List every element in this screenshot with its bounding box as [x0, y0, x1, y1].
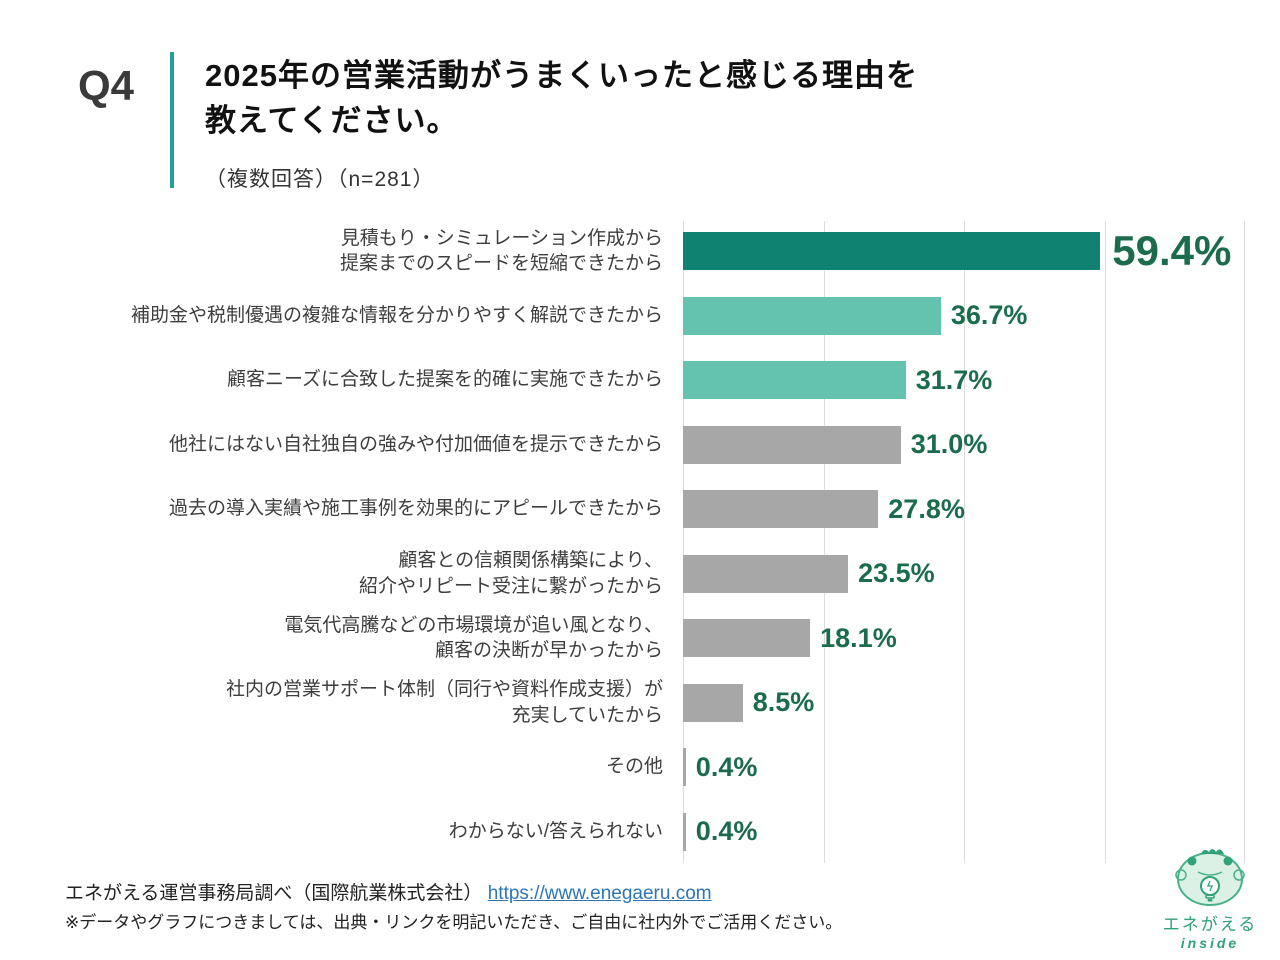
bar [683, 296, 941, 335]
bar-track: 0.4% [683, 735, 1245, 800]
page-title: 2025年の営業活動がうまくいったと感じる理由を 教えてください。 [205, 58, 918, 138]
bar [683, 490, 879, 529]
chart-row: 補助金や税制優遇の複雑な情報を分かりやすく解説できたから 36.7% [0, 284, 1245, 349]
bar [683, 619, 811, 658]
chart-rows: 見積もり・シミュレーション作成から 提案までのスピードを短縮できたから 59.4%… [0, 219, 1245, 864]
bar [683, 232, 1101, 271]
gridline [683, 221, 684, 863]
value-label: 31.0% [910, 429, 988, 460]
category-label: 補助金や税制優遇の複雑な情報を分かりやすく解説できたから [130, 304, 663, 326]
chart-row: 顧客との信頼関係構築により、 紹介やリピート受注に繋がったから 23.5% [0, 542, 1245, 607]
chart-row: その他 0.4% [0, 735, 1245, 800]
chart-gridlines [683, 221, 1245, 863]
bar-track: 31.7% [683, 348, 1245, 413]
value-label: 36.7% [950, 300, 1028, 331]
category-label: その他 [605, 756, 663, 778]
chart-row: わからない/答えられない 0.4% [0, 800, 1245, 865]
value-label: 23.5% [858, 558, 935, 589]
category-label: 社内の営業サポート体制（同行や資料作成支援）が 充実していたから [225, 679, 663, 726]
value-label: 0.4% [695, 751, 758, 782]
bar [683, 361, 906, 400]
source-line: エネがえる運営事務局調べ（国際航業株式会社） https://www.enega… [65, 879, 842, 909]
usage-note: ※データやグラフにつきましては、出典・リンクを明記いただき、ご自由に社内外でご活… [65, 913, 843, 933]
bar-track: 59.4% [683, 219, 1245, 284]
value-label: 27.8% [888, 493, 965, 524]
chart-row: 社内の営業サポート体制（同行や資料作成支援）が 充実していたから 8.5% [0, 671, 1245, 736]
brand-logo: エネがえる inside [1155, 845, 1265, 951]
logo-name: エネがえる [1162, 915, 1258, 934]
chart-row: 顧客ニーズに合致した提案を的確に実施できたから 31.7% [0, 348, 1245, 413]
logo-tagline: inside [1180, 935, 1240, 951]
category-label: 他社にはない自社独自の強みや付加価値を提示できたから [168, 433, 663, 455]
value-label: 18.1% [820, 622, 897, 653]
category-label: わからない/答えられない [448, 820, 663, 842]
bar-track: 36.7% [683, 284, 1245, 349]
chart-row: 過去の導入実績や施工事例を効果的にアピールできたから 27.8% [0, 477, 1245, 542]
footer: エネがえる運営事務局調べ（国際航業株式会社） https://www.enega… [65, 879, 842, 937]
chart-row: 他社にはない自社独自の強みや付加価値を提示できたから 31.0% [0, 413, 1245, 478]
bar-track: 18.1% [683, 606, 1245, 671]
bar [683, 812, 686, 851]
value-label: 8.5% [752, 687, 815, 718]
bar-track: 31.0% [683, 413, 1245, 478]
bar-track: 0.4% [683, 800, 1245, 865]
chart-row: 見積もり・シミュレーション作成から 提案までのスピードを短縮できたから 59.4% [0, 219, 1245, 284]
category-label: 過去の導入実績や施工事例を効果的にアピールできたから [168, 498, 663, 520]
bar [683, 425, 901, 464]
category-label: 見積もり・シミュレーション作成から 提案までのスピードを短縮できたから [339, 227, 663, 275]
category-label: 顧客ニーズに合致した提案を的確に実施できたから [226, 369, 663, 391]
chart-row: 電気代高騰などの市場環境が追い風となり、 顧客の決断が早かったから 18.1% [0, 606, 1245, 671]
value-label: 31.7% [915, 364, 993, 395]
gridline [1104, 221, 1106, 863]
source-link[interactable]: https://www.enegaeru.com [487, 883, 712, 904]
mascot-frog-bulb-icon [1168, 849, 1252, 911]
bar-track: 23.5% [683, 542, 1245, 607]
bar-track: 27.8% [683, 477, 1245, 542]
value-label: 59.4% [1112, 227, 1232, 275]
category-label: 顧客との信頼関係構築により、 紹介やリピート受注に繋がったから [358, 550, 663, 597]
value-label: 0.4% [695, 816, 758, 847]
bar [683, 683, 743, 722]
gridline [1244, 221, 1245, 863]
source-text: エネがえる運営事務局調べ（国際航業株式会社） [65, 883, 483, 904]
gridline [823, 221, 825, 863]
bar-track: 8.5% [683, 671, 1245, 736]
bar-chart: 見積もり・シミュレーション作成から 提案までのスピードを短縮できたから 59.4%… [0, 219, 1245, 869]
header-divider [170, 52, 174, 188]
page-subtitle: （複数回答）（n=281） [205, 168, 435, 191]
bar [683, 554, 849, 593]
gridline [964, 221, 965, 863]
bar [683, 748, 686, 787]
category-label: 電気代高騰などの市場環境が追い風となり、 顧客の決断が早かったから [284, 614, 663, 662]
question-number: Q4 [78, 62, 135, 109]
